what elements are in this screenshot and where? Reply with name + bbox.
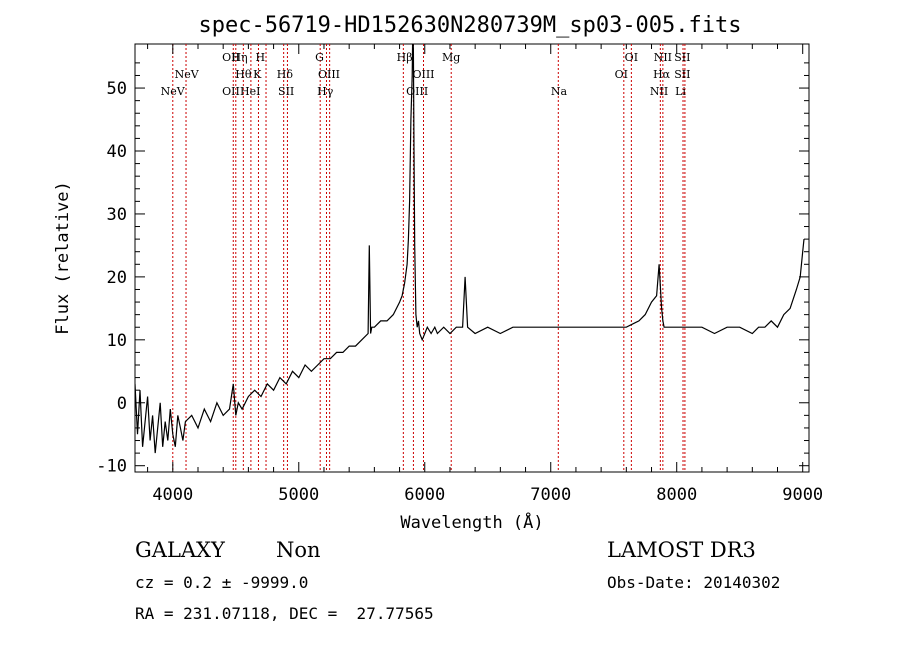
object-class: GALAXY	[135, 538, 225, 562]
line-label: Hη	[231, 51, 247, 64]
y-axis-label: Flux (relative)	[53, 181, 73, 335]
x-axis-ticks: 4000 5000 6000 7000 8000 9000	[147, 44, 823, 505]
spectrum-line	[135, 44, 805, 454]
line-label: OII	[222, 85, 240, 98]
y-tick-label: 30	[107, 205, 127, 225]
line-label: OII	[222, 51, 240, 64]
line-label: Hβ	[397, 51, 413, 64]
x-tick-label: 5000	[278, 485, 319, 505]
line-label: OI	[615, 68, 628, 81]
line-label: NeV	[161, 85, 186, 98]
line-label: SII	[674, 51, 690, 64]
line-label: NeV	[175, 68, 200, 81]
redshift-line: cz = 0.2 ± -9999.0	[135, 573, 309, 592]
chart-title: spec-56719-HD152630N280739M_sp03-005.fit…	[198, 13, 741, 38]
emission-line-markers	[172, 44, 686, 472]
y-axis-ticks: -10 0 10 20 30 40 50	[96, 62, 809, 477]
line-label: OIII	[412, 68, 434, 81]
line-label: Hδ	[277, 68, 294, 81]
y-tick-label: 20	[107, 268, 127, 288]
y-tick-label: 40	[107, 142, 127, 162]
line-label: OI	[625, 51, 638, 64]
line-label: Hθ	[235, 68, 252, 81]
line-label: G	[315, 51, 324, 64]
x-tick-label: 7000	[530, 485, 571, 505]
x-tick-label: 9000	[782, 485, 823, 505]
x-tick-label: 8000	[656, 485, 697, 505]
x-tick-label: 6000	[404, 485, 445, 505]
line-label: Li	[675, 85, 686, 98]
obs-date: Obs-Date: 20140302	[607, 573, 781, 592]
line-label: K	[253, 68, 262, 81]
y-tick-label: 0	[117, 394, 127, 414]
x-axis-label: Wavelength (Å)	[400, 511, 543, 533]
line-label: H	[256, 51, 266, 64]
line-label: HeI	[240, 85, 260, 98]
line-label: OIII	[318, 68, 340, 81]
line-label: Hγ	[317, 85, 334, 98]
y-tick-label: -10	[96, 457, 127, 477]
line-label: Na	[551, 85, 568, 98]
plot-frame	[134, 43, 810, 473]
object-subclass: Non	[276, 538, 321, 562]
line-label: SII	[674, 68, 690, 81]
line-label: Hα	[653, 68, 671, 81]
y-tick-label: 10	[107, 331, 127, 351]
line-label: NII	[654, 51, 672, 64]
line-label: Mg	[442, 51, 460, 64]
line-label: NII	[650, 85, 668, 98]
coordinates: RA = 231.07118, DEC = 27.77565	[135, 604, 434, 623]
x-tick-label: 4000	[152, 485, 193, 505]
y-tick-label: 50	[107, 79, 127, 99]
survey-name: LAMOST DR3	[607, 538, 756, 562]
line-label: OIII	[406, 85, 428, 98]
line-label: SII	[278, 85, 294, 98]
spectrum-series	[135, 44, 805, 454]
